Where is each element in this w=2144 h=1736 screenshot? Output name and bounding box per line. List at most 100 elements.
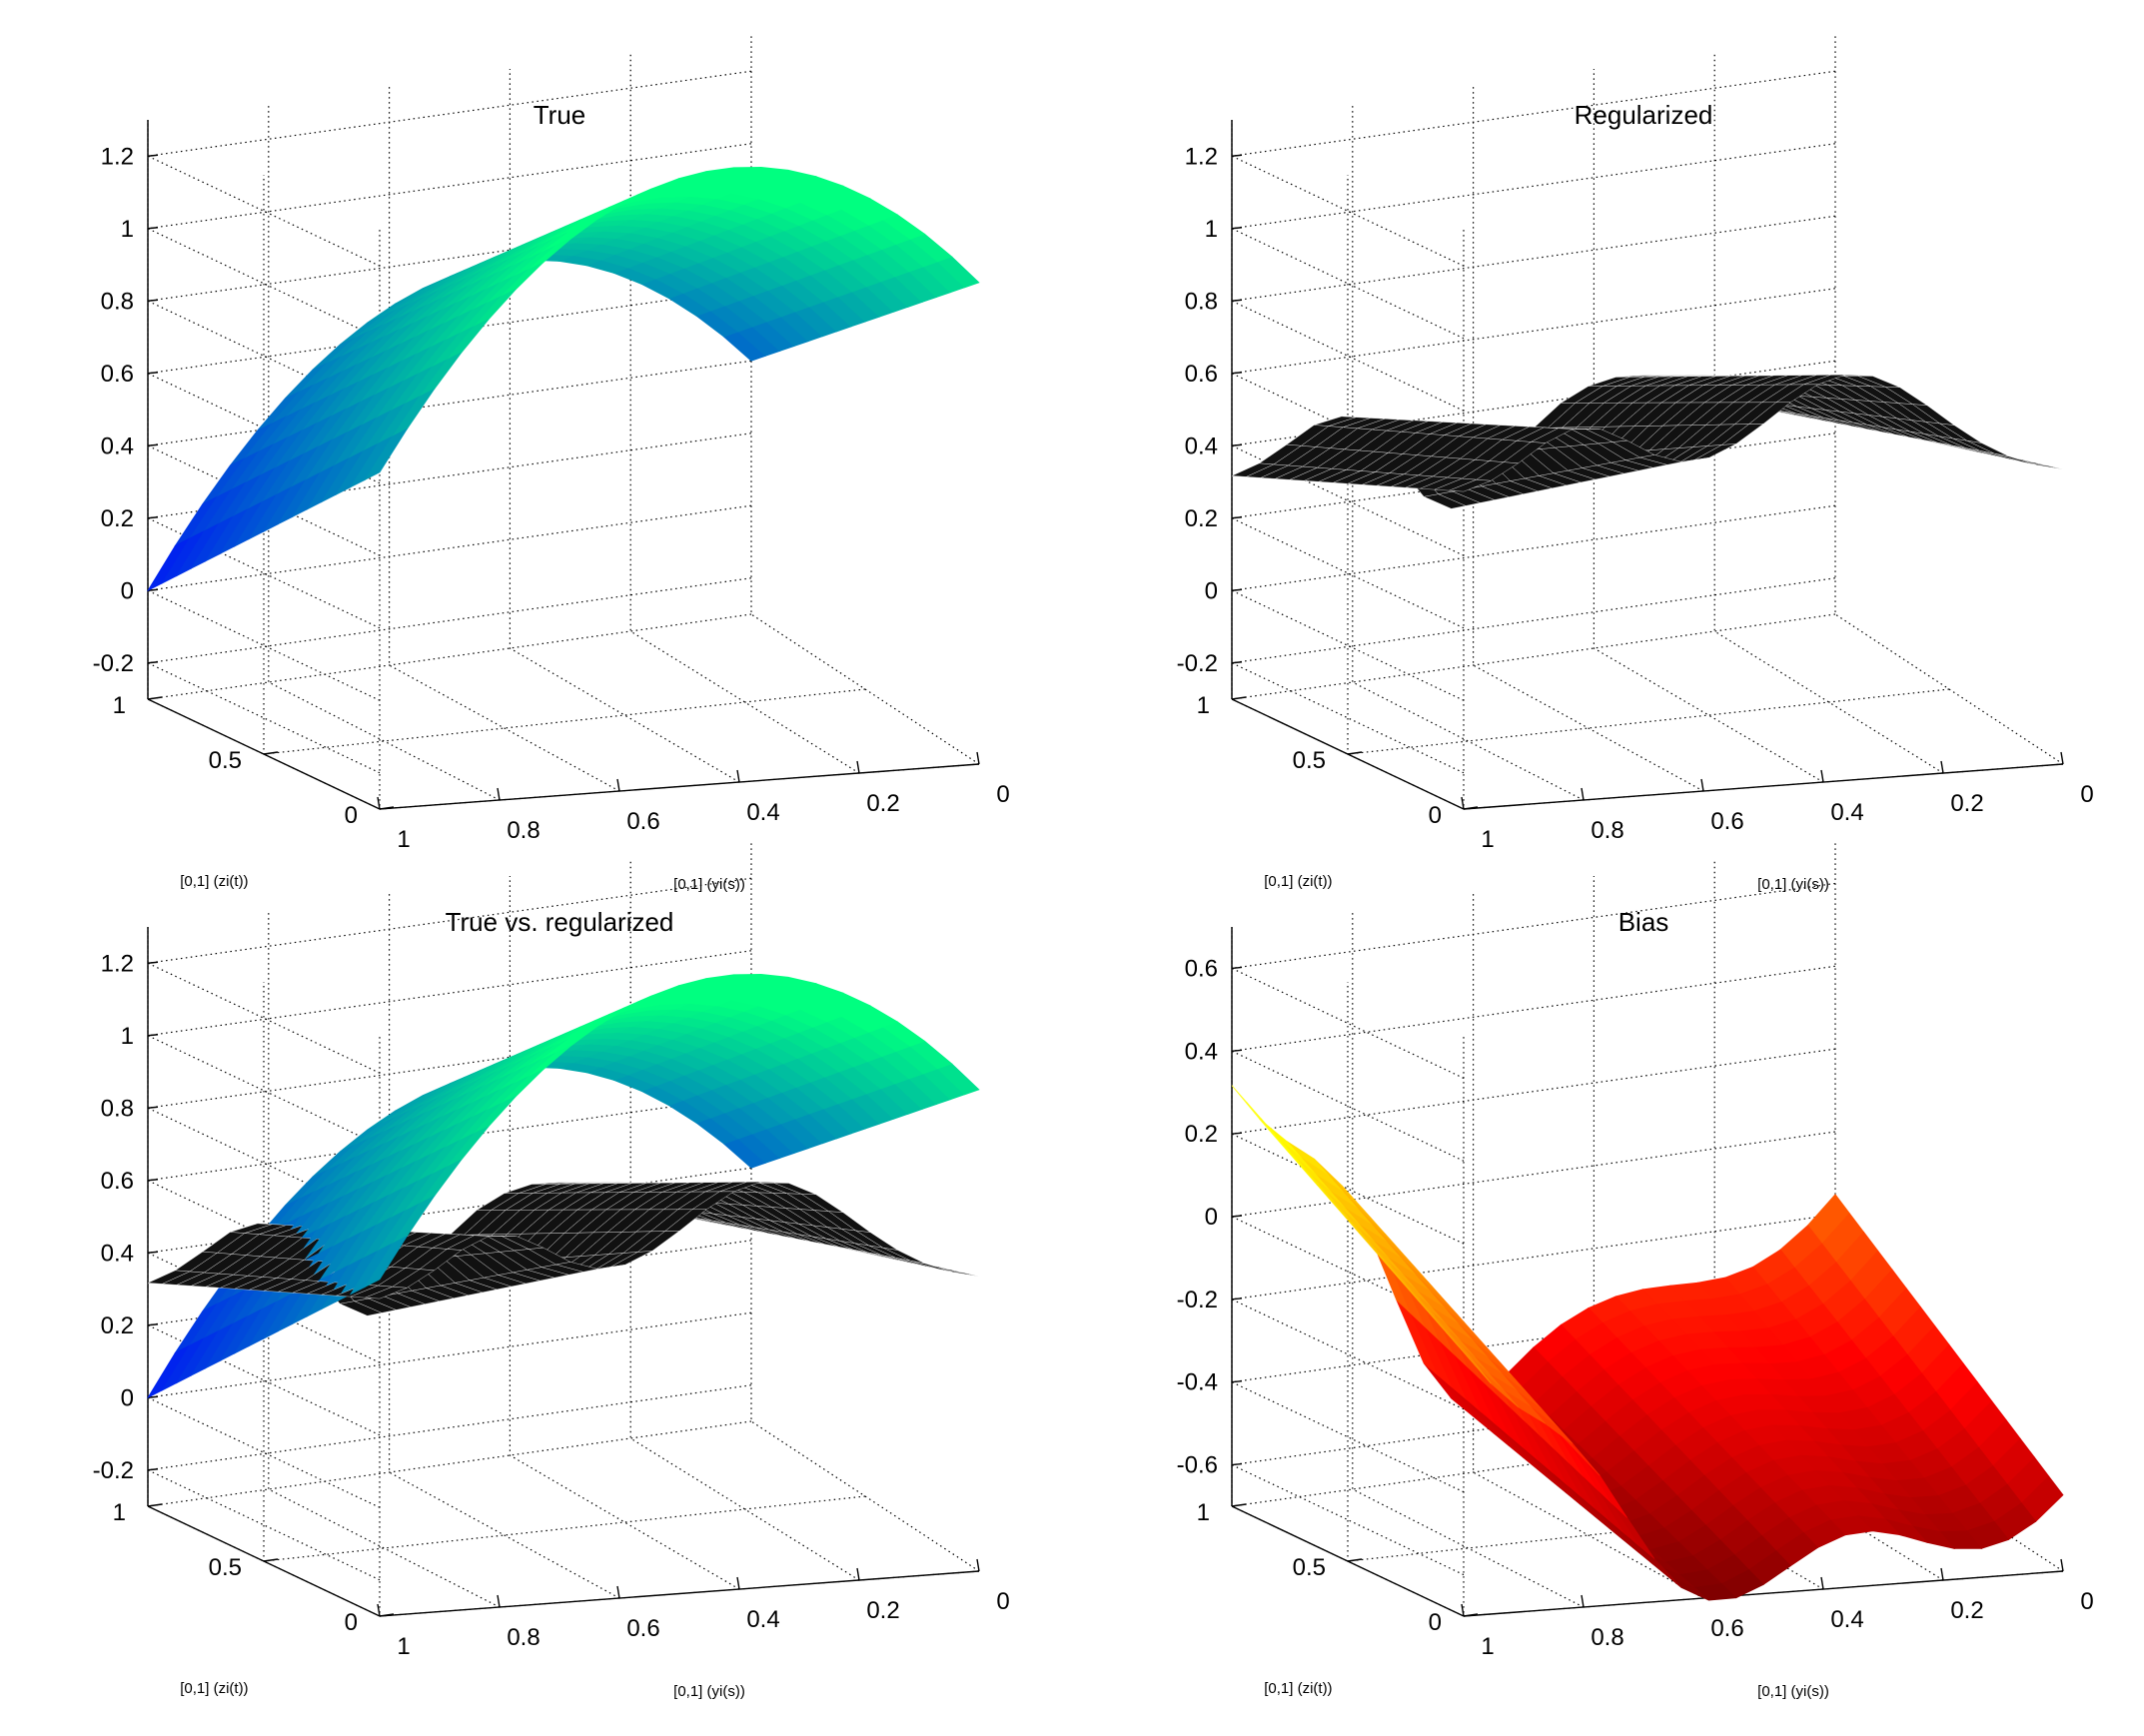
z-tick-mark bbox=[147, 1323, 159, 1326]
y-tick-mark bbox=[1463, 1613, 1479, 1617]
surface-patch bbox=[1449, 1331, 1492, 1384]
x-tick-label: 0.8 bbox=[1591, 817, 1623, 844]
x-axis-line bbox=[379, 763, 980, 810]
z-tick-labels: -0.2 0 0.2 0.4 0.6 0.8 1 1.2 bbox=[93, 143, 134, 677]
x-tick-label: 1 bbox=[1481, 826, 1494, 853]
plot-title-bias: Bias bbox=[1618, 907, 1669, 937]
z-tick-mark bbox=[147, 227, 159, 230]
grid-line bbox=[750, 842, 980, 1572]
y-tick-mark bbox=[1347, 1558, 1363, 1562]
grid-line bbox=[268, 910, 501, 1608]
y-tick-label: 1 bbox=[113, 692, 126, 719]
y-tick-mark bbox=[263, 1558, 279, 1562]
z-tick-mark bbox=[147, 443, 159, 446]
grid-line bbox=[145, 1167, 752, 1363]
z-tick-label: 0 bbox=[1205, 577, 1218, 604]
z-tick-label: 0.6 bbox=[1185, 955, 1218, 982]
grid-line bbox=[145, 877, 752, 1074]
x-tick-label: 0.4 bbox=[1830, 1606, 1863, 1633]
grid-line bbox=[1229, 882, 1836, 1079]
x-tick-mark bbox=[1581, 1594, 1585, 1608]
z-tick-labels: -0.2 0 0.2 0.4 0.6 0.8 1 1.2 bbox=[93, 950, 134, 1484]
z-tick-mark bbox=[1231, 154, 1243, 157]
plot-title-true: True bbox=[534, 100, 586, 130]
grid-line bbox=[1834, 35, 2064, 765]
z-tick-mark bbox=[1231, 661, 1243, 664]
grid-line bbox=[1229, 1214, 1836, 1410]
y-tick-label: 1 bbox=[1197, 692, 1210, 719]
x-tick-label: 1 bbox=[397, 826, 410, 853]
plot-true-vs-regularized: True vs. regularized -0.2 0 0.2 0.4 0.6 … bbox=[93, 842, 1010, 1700]
axes-grid bbox=[145, 35, 980, 810]
y-tick-mark bbox=[1231, 696, 1247, 700]
z-tick-mark bbox=[1231, 1215, 1243, 1218]
y-tick-labels: 0 0.5 1 bbox=[1197, 692, 1442, 829]
x-tick-label: 0.6 bbox=[626, 1615, 659, 1642]
x-tick-label: 1 bbox=[1481, 1633, 1494, 1660]
y-tick-label: 0 bbox=[1429, 1609, 1442, 1636]
x-tick-mark bbox=[1940, 760, 1944, 774]
surface-patch bbox=[1449, 479, 1492, 492]
x-tick-label: 0 bbox=[996, 781, 1009, 808]
grid-line bbox=[145, 504, 752, 701]
z-tick-mark bbox=[147, 961, 159, 964]
z-tick-label: 1 bbox=[1205, 216, 1218, 243]
z-tick-mark bbox=[1231, 588, 1243, 591]
y-tick-labels: 0 0.5 1 bbox=[1197, 1499, 1442, 1636]
surface-patch bbox=[365, 1287, 408, 1300]
grid-line bbox=[1229, 1048, 1836, 1245]
x-tick-mark bbox=[2060, 751, 2064, 765]
x-tick-label: 0.4 bbox=[1830, 799, 1863, 826]
z-tick-label: 1.2 bbox=[1185, 143, 1218, 170]
z-tick-mark bbox=[1231, 1049, 1243, 1052]
z-tick-label: 0.6 bbox=[101, 1168, 134, 1195]
grid-line bbox=[1229, 433, 1836, 629]
z-tick-label: 0.4 bbox=[1185, 433, 1218, 459]
plot-true: True -0.2 0 0.2 0.4 0.6 0.8 1 1.2 0 0.2 … bbox=[93, 35, 1010, 893]
z-tick-label: 1.2 bbox=[101, 950, 134, 977]
grid-line bbox=[1229, 143, 1836, 340]
grid-line bbox=[1229, 360, 1836, 556]
surface-overlay bbox=[146, 974, 980, 1399]
z-tick-mark bbox=[147, 1251, 159, 1254]
z-tick-label: -0.6 bbox=[1177, 1452, 1218, 1479]
x-tick-mark bbox=[856, 1567, 860, 1581]
grid-line bbox=[145, 360, 752, 556]
x-tick-mark bbox=[1700, 778, 1704, 792]
grid-line bbox=[1229, 215, 1836, 412]
y-tick-mark bbox=[379, 806, 395, 810]
z-tick-mark bbox=[147, 372, 159, 375]
x-tick-mark bbox=[1940, 1567, 1944, 1581]
x-tick-labels: 0 0.2 0.4 0.6 0.8 1 bbox=[397, 1588, 1009, 1660]
y-tick-label: 0.5 bbox=[209, 1554, 242, 1581]
x-tick-mark bbox=[1461, 796, 1465, 810]
y-tick-mark bbox=[1463, 806, 1479, 810]
grid-line bbox=[145, 433, 752, 629]
z-tick-mark bbox=[147, 588, 159, 591]
grid-line bbox=[1713, 859, 1944, 1581]
x-tick-mark bbox=[497, 787, 501, 801]
x-axis-line bbox=[379, 1570, 980, 1617]
x-tick-mark bbox=[1461, 1603, 1465, 1617]
x-tick-mark bbox=[2060, 1558, 2064, 1572]
plot-title-regularized: Regularized bbox=[1575, 100, 1713, 130]
x-axis-label: [0,1] (yi(s)) bbox=[1757, 1683, 1829, 1700]
x-tick-mark bbox=[856, 760, 860, 774]
plot-regularized: Regularized -0.2 0 0.2 0.4 0.6 0.8 1 1.2… bbox=[1177, 35, 2094, 893]
x-tick-mark bbox=[497, 1594, 501, 1608]
x-tick-mark bbox=[976, 1558, 980, 1572]
z-tick-mark bbox=[1231, 372, 1243, 375]
grid-line bbox=[1713, 52, 1944, 774]
z-tick-label: 1 bbox=[121, 216, 134, 243]
grid-line bbox=[1229, 504, 1836, 701]
z-tick-mark bbox=[1231, 1462, 1243, 1466]
x-tick-label: 0.6 bbox=[1710, 1615, 1743, 1642]
z-tick-label: 0.2 bbox=[101, 505, 134, 532]
y-tick-label: 0 bbox=[345, 802, 358, 829]
x-tick-label: 0.6 bbox=[626, 808, 659, 835]
grid-line bbox=[1593, 69, 1824, 783]
x-tick-label: 0.4 bbox=[746, 799, 779, 826]
x-tick-mark bbox=[377, 1603, 381, 1617]
x-tick-mark bbox=[1820, 1576, 1824, 1590]
